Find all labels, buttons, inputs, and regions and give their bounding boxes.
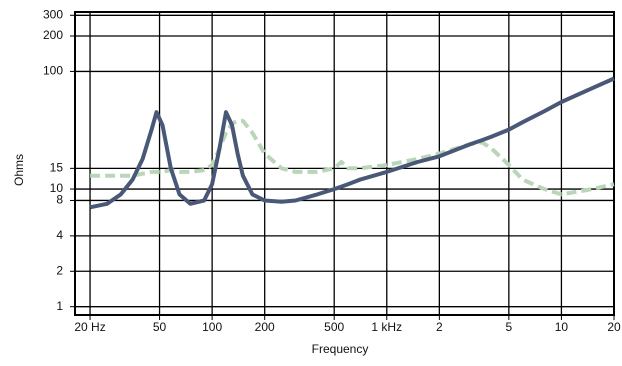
y-axis-title: Ohms xyxy=(12,154,26,186)
y-tick-label: 15 xyxy=(50,161,64,175)
x-tick-label: 20 Hz xyxy=(74,320,105,334)
x-tick-label: 2 xyxy=(436,320,443,334)
x-axis-title: Frequency xyxy=(312,342,369,356)
y-tick-label: 1 xyxy=(56,299,63,313)
y-tick-label: 300 xyxy=(43,7,63,21)
x-tick-label: 5 xyxy=(506,320,513,334)
x-tick-label: 20 xyxy=(607,320,621,334)
x-tick-label: 50 xyxy=(153,320,167,334)
y-tick-label: 100 xyxy=(43,64,63,78)
x-tick-label: 500 xyxy=(324,320,344,334)
x-tick-label: 1 kHz xyxy=(371,320,402,334)
y-tick-label: 4 xyxy=(56,228,63,242)
y-tick-label: 200 xyxy=(43,28,63,42)
plot-frame xyxy=(74,11,615,316)
series-line xyxy=(89,76,615,210)
x-tick-label: 10 xyxy=(555,320,569,334)
x-tick-label: 100 xyxy=(202,320,222,334)
series-line xyxy=(90,118,615,197)
y-tick-label: 2 xyxy=(56,263,63,277)
x-tick-label: 200 xyxy=(255,320,275,334)
y-tick-label: 10 xyxy=(50,181,64,195)
y-tick-label: 8 xyxy=(56,193,63,207)
